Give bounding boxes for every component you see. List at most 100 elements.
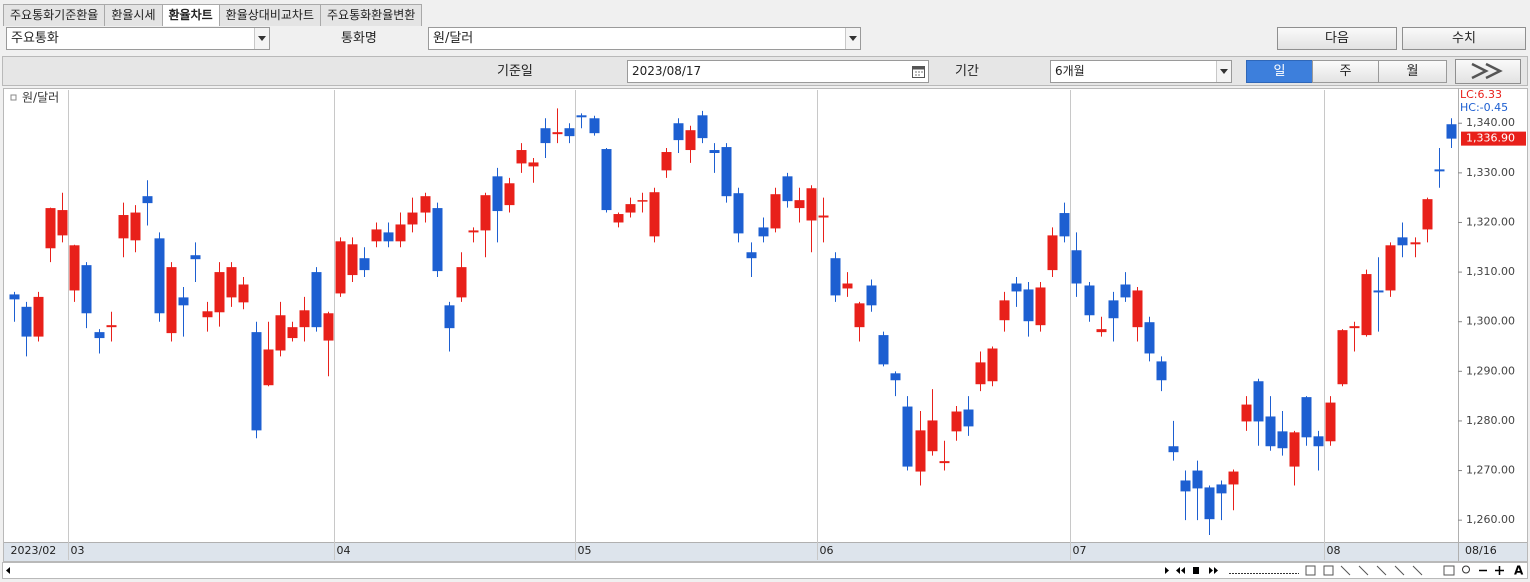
candle-body <box>395 224 406 242</box>
candle-body <box>746 252 757 259</box>
candle-body <box>106 325 117 328</box>
tool-icon[interactable] <box>1323 565 1334 576</box>
candle-body <box>142 196 153 204</box>
candle-body <box>359 258 370 271</box>
date-input[interactable]: 2023/08/17 <box>627 60 929 83</box>
font-button[interactable]: A <box>1514 564 1524 578</box>
candle-body <box>782 176 793 202</box>
candle-body <box>1361 274 1372 336</box>
drawing-tools[interactable] <box>1340 565 1423 576</box>
candle-body <box>794 200 805 209</box>
candle-body <box>130 212 141 241</box>
candle-body <box>890 373 901 381</box>
candle-body <box>69 245 80 291</box>
dropdown-arrow <box>1216 61 1231 82</box>
annotation: HC:-0.45 <box>1460 101 1508 114</box>
candle-body <box>202 311 213 318</box>
candle-body <box>697 115 708 139</box>
tab[interactable]: 환율상대비교차트 <box>218 4 321 26</box>
tool-icon[interactable] <box>1443 565 1455 576</box>
candle-body <box>1349 326 1360 329</box>
candle-body <box>1192 470 1203 489</box>
candle-body <box>407 212 418 225</box>
candle-body <box>878 335 889 365</box>
interval-button[interactable]: 일 <box>1246 60 1313 83</box>
currency-label: 통화명 <box>341 31 377 46</box>
candle-body <box>311 272 322 328</box>
tab[interactable]: 환율시세 <box>104 4 163 26</box>
candle-body <box>1084 285 1095 316</box>
candle-body <box>649 192 660 237</box>
candle-body <box>1096 329 1107 333</box>
tab[interactable]: 주요통화환율변환 <box>320 4 423 26</box>
interval-button[interactable]: 주 <box>1312 60 1379 83</box>
calendar-icon[interactable] <box>912 65 925 78</box>
interval-button[interactable]: 월 <box>1378 60 1447 83</box>
y-tick-label: 1,340.00 <box>1466 116 1515 129</box>
currency-combobox[interactable]: 원/달러 <box>428 27 861 50</box>
dropdown-arrow <box>254 28 269 49</box>
candle-body <box>57 210 68 236</box>
period-value: 6개월 <box>1055 64 1085 78</box>
candle-body <box>190 255 201 260</box>
scroll-right[interactable] <box>1165 567 1169 574</box>
candle-body <box>1168 446 1179 453</box>
candle-body <box>263 349 274 386</box>
candle-body <box>1023 289 1034 322</box>
candle-body <box>432 208 443 272</box>
candle-body <box>1434 169 1445 172</box>
tab-strip: 주요통화기준환율 환율시세 환율차트 환율상대비교차트 주요통화환율변환 <box>3 4 423 26</box>
period-label: 기간 <box>955 64 979 79</box>
group-combobox[interactable]: 주요통화 <box>6 27 270 50</box>
candle-body <box>1216 484 1227 494</box>
candle-body <box>987 348 998 382</box>
x-tick-label: 04 <box>337 544 351 557</box>
candle-body <box>589 118 600 134</box>
candle-body <box>1301 397 1312 438</box>
candle-body <box>1156 361 1167 381</box>
candle-body <box>287 327 298 339</box>
candle-body <box>951 411 962 432</box>
candle-body <box>1144 322 1155 354</box>
candle-body <box>480 195 491 231</box>
next-button[interactable]: 다음 <box>1277 27 1397 50</box>
candle-body <box>540 128 551 144</box>
candle-body <box>94 332 105 339</box>
candle-body <box>1228 471 1239 485</box>
candle-body <box>915 430 926 472</box>
scroll-left[interactable] <box>6 567 10 574</box>
forward-button[interactable] <box>1455 59 1521 84</box>
candle-body <box>854 303 865 328</box>
zoom-icon[interactable] <box>1462 565 1470 574</box>
candle-body <box>1180 480 1191 492</box>
candle-body <box>468 230 479 233</box>
stop-button[interactable] <box>1193 567 1199 574</box>
candle-body <box>154 238 165 314</box>
y-tick-label: 1,300.00 <box>1466 315 1515 328</box>
legend-marker <box>10 94 17 101</box>
tab[interactable]: 환율차트 <box>161 4 220 26</box>
candle-body <box>1277 431 1288 449</box>
tool-icon[interactable] <box>1305 565 1316 576</box>
candle-body <box>721 147 732 197</box>
currency-value: 원/달러 <box>433 31 474 46</box>
scroll-first[interactable] <box>1176 567 1185 574</box>
legend-label: 원/달러 <box>22 91 59 105</box>
period-combobox[interactable]: 6개월 <box>1050 60 1232 83</box>
zoom-buttons[interactable] <box>1479 566 1504 575</box>
x-end-label: 08/16 <box>1465 544 1497 557</box>
candle-body <box>178 297 189 306</box>
values-button[interactable]: 수치 <box>1402 27 1526 50</box>
candle-body <box>383 232 394 242</box>
candle-body <box>45 208 56 249</box>
candle-body <box>371 229 382 242</box>
candle-body <box>347 244 358 276</box>
scroll-last[interactable] <box>1209 567 1218 574</box>
tab[interactable]: 주요통화기준환율 <box>3 4 106 26</box>
candle-body <box>1011 283 1022 292</box>
candle-body <box>902 406 913 467</box>
x-tick-label: 07 <box>1073 544 1087 557</box>
candle-body <box>637 200 648 202</box>
